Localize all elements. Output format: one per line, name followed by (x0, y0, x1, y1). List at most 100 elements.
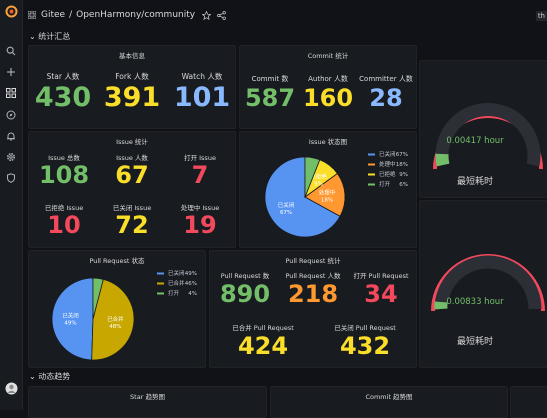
legend-percent: 18% (396, 162, 408, 168)
gauge-arc (433, 103, 543, 170)
stat-value: 108 (38, 161, 90, 189)
stat-label: Star 人数 (46, 72, 80, 81)
chevron-down-icon: ⌄ (29, 32, 36, 41)
legend-swatch (368, 153, 375, 156)
legend-label[interactable]: 已关闭 (168, 269, 185, 277)
legend-label[interactable]: 已拒绝 (379, 170, 396, 178)
stat-value: 10 (47, 211, 81, 239)
gear-icon[interactable] (0, 150, 22, 164)
legend-label[interactable]: 打开 (168, 289, 180, 297)
stat-value: 432 (339, 332, 391, 360)
panel-commit-stats: Commit 统计 Commit 数 587 Author 人数 160 Com… (239, 45, 417, 129)
top-right-text[interactable]: th (535, 11, 547, 21)
legend-label[interactable]: 已关闭 (379, 150, 396, 158)
stat-value: 67 (115, 161, 149, 189)
dashboards-icon[interactable] (0, 86, 22, 100)
row-summary-title: 统计汇总 (38, 32, 71, 41)
panel-gauge-1: 0.00417 hour 最短耗时 (419, 60, 547, 198)
stat-value: 391 (103, 82, 161, 113)
legend-percent: 6% (399, 182, 408, 188)
legend-swatch (368, 183, 375, 186)
row-summary[interactable]: ⌄ 统计汇总 (29, 31, 70, 42)
panel-pr-stats: Pull Request 统计 Pull Request 数 890 Pull … (209, 250, 417, 368)
stat-value: 101 (173, 82, 231, 113)
stat-label: 打开 Pull Request (353, 272, 409, 280)
breadcrumb-org[interactable]: Gitee (41, 10, 66, 20)
panel-title: Commit 趋势图 (365, 393, 413, 401)
stat-label: 已关闭 Pull Request (334, 324, 396, 332)
stat-value: 7 (191, 161, 209, 189)
stat-value: 424 (237, 332, 289, 360)
slice-label: 18% (321, 198, 333, 204)
legend-percent: 49% (185, 271, 197, 277)
stat-label: 已关闭 Issue (112, 204, 152, 212)
legend-swatch (157, 282, 164, 285)
explore-icon[interactable] (0, 108, 22, 122)
alerting-icon[interactable] (0, 129, 22, 143)
stat-label: Author 人数 (308, 75, 348, 83)
gauge-value: 0.00833 hour (446, 297, 504, 307)
panel-issue-pie: Issue 状态图 已关闭 67% 处理中 18% 已拒绝 9% 已关闭 67% 处理中 18% 已… (239, 131, 417, 248)
sidebar (0, 0, 23, 410)
plus-icon[interactable] (0, 65, 22, 79)
stat-value: 19 (183, 211, 217, 239)
row-trends[interactable]: ⌄ 动态趋势 (29, 371, 70, 382)
avatar[interactable] (0, 380, 22, 396)
stat-value: 890 (219, 280, 271, 308)
grafana-logo-icon[interactable] (0, 4, 22, 18)
panel-star-trend: Star 趋势图 (28, 386, 267, 418)
stat-label: Pull Request 人数 (285, 272, 341, 280)
stat-label: Commit 数 (251, 75, 289, 83)
stat-label: 已合并 Pull Request (232, 324, 294, 332)
gauge-value: 0.00417 hour (446, 136, 504, 146)
legend-label[interactable]: 已合并 (168, 279, 185, 287)
panel-commit-trend: Commit 趋势图 (270, 386, 508, 418)
stat-label: 处理中 Issue (180, 204, 220, 212)
slice-label: 已拒绝 (310, 173, 327, 181)
legend-percent: 67% (396, 152, 408, 158)
stat-label: Watch 人数 (181, 72, 223, 81)
row-trends-title: 动态趋势 (38, 372, 71, 381)
stat-value: 34 (364, 280, 398, 308)
stat-value: 72 (115, 211, 149, 239)
breadcrumb-separator: / (69, 10, 73, 20)
slice-label: 9% (314, 182, 323, 188)
star-icon[interactable] (202, 10, 212, 20)
slice-label: 67% (280, 210, 292, 216)
slice-label: 已合并 (107, 315, 124, 323)
topbar: Gitee / OpenHarmony/community th (22, 0, 547, 30)
stat-label: Pull Request 数 (220, 272, 270, 280)
search-icon[interactable] (0, 44, 22, 58)
legend-label[interactable]: 处理中 (379, 160, 396, 168)
stat-label: 打开 Issue (184, 154, 216, 162)
panel-partial (510, 386, 547, 418)
gauge-label: 最短耗时 (456, 337, 493, 347)
pie-slice[interactable] (304, 156, 321, 198)
legend-label[interactable]: 打开 (379, 180, 391, 188)
slice-label: 已关闭 (62, 312, 79, 320)
chart-title: Pull Request 状态 (89, 257, 145, 265)
pie-slice[interactable] (304, 172, 346, 217)
pie-slice[interactable] (264, 156, 341, 238)
panel-pr-pie: Pull Request 状态 已关闭 49% 已合并 48% 已关闭 49% 已合并 46%… (28, 250, 206, 368)
breadcrumb-dashboard[interactable]: OpenHarmony/community (76, 10, 196, 20)
stat-value: 28 (369, 84, 403, 112)
legend-swatch (157, 292, 164, 295)
pie-slice[interactable] (92, 277, 104, 320)
shield-icon[interactable] (0, 171, 22, 185)
stat-value: 160 (302, 84, 354, 112)
legend-percent: 4% (188, 291, 197, 297)
panel-title: Pull Request 统计 (285, 257, 341, 265)
apps-grid-icon[interactable] (28, 11, 36, 19)
legend-swatch (157, 272, 164, 275)
share-icon[interactable] (217, 10, 226, 20)
legend-swatch (368, 163, 375, 166)
slice-label: 49% (64, 321, 76, 327)
gauge-label: 最短耗时 (456, 177, 493, 187)
stat-label: Issue 总数 (48, 154, 80, 162)
panel-title: Star 趋势图 (130, 393, 165, 401)
pie-slice[interactable] (51, 277, 94, 361)
pie-slice[interactable] (91, 278, 135, 361)
